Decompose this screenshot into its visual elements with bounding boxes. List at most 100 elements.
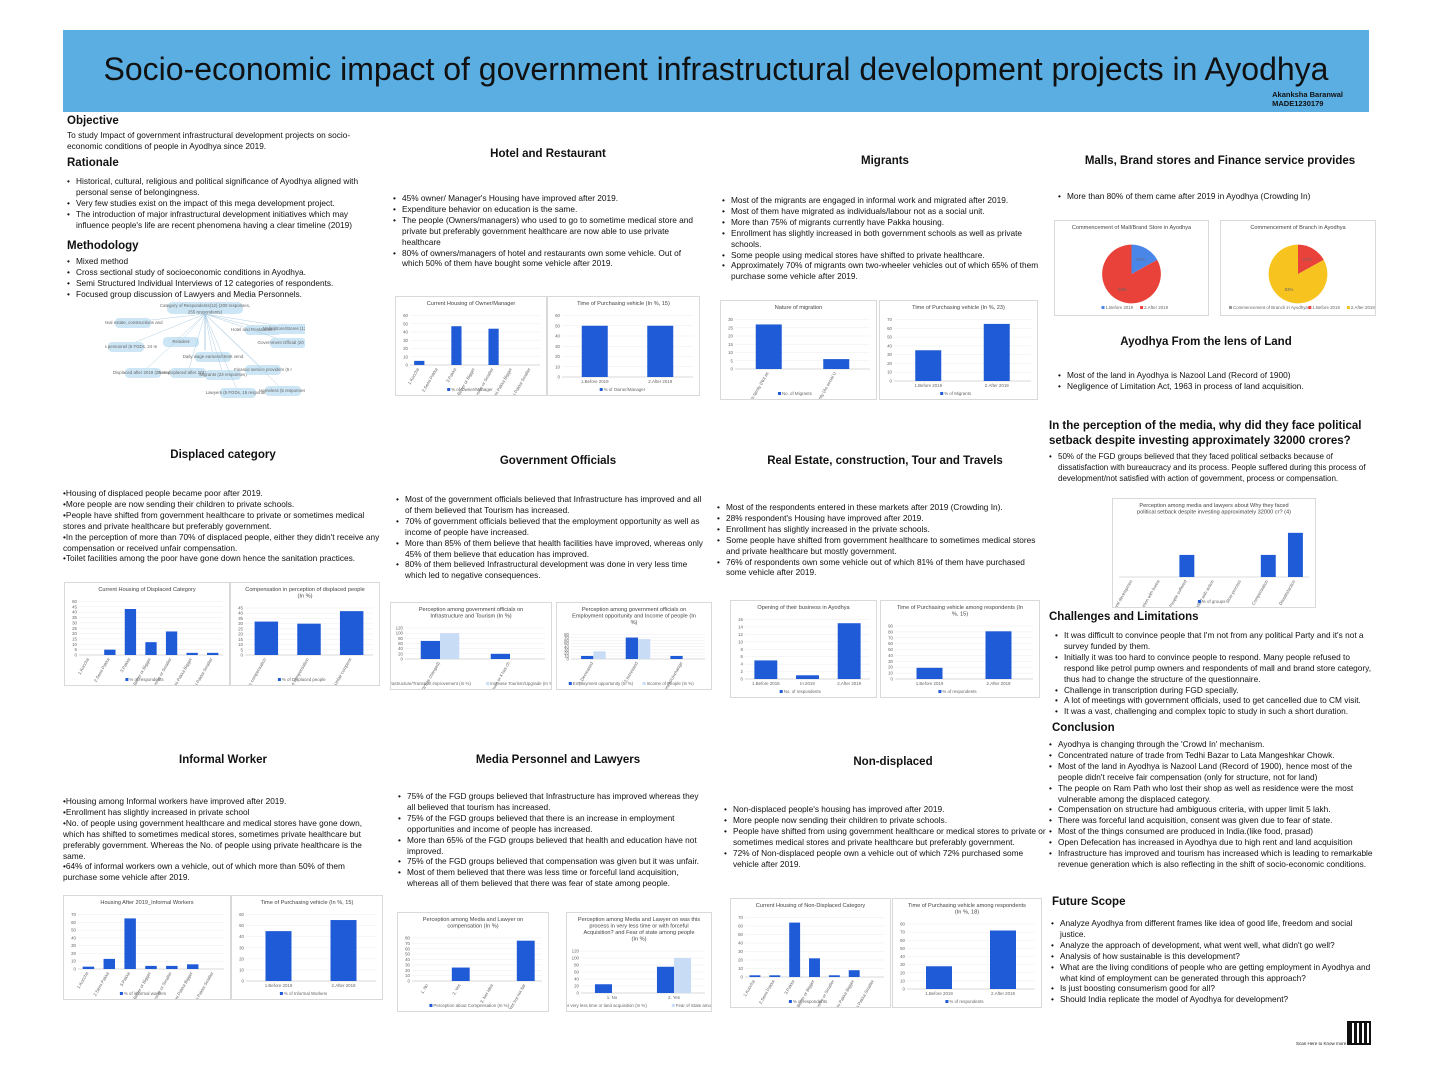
y-tick-label: 0 — [741, 975, 744, 980]
chart-svg: Time of Purchasing vehicle (In %, 23) 0 10… — [887, 305, 1031, 396]
y-tick-label: 90 — [888, 624, 893, 629]
chart-svg: Perception among media and lawyers about… — [1113, 503, 1309, 607]
y-tick-label: 40 — [238, 611, 243, 616]
diagram-node-label: Non-displaced after 2019 (25 r — [158, 370, 218, 375]
y-tick-label: 60 — [888, 641, 893, 646]
y-tick-label: 60 — [403, 313, 408, 318]
list-item: Mixed method — [67, 256, 377, 267]
rationale-heading: Rationale — [67, 157, 119, 169]
y-tick-label: 20 — [574, 984, 579, 989]
diagram-edge — [180, 313, 206, 342]
list-item: What are the living conditions of people… — [1051, 962, 1377, 984]
diagram-edge — [125, 313, 206, 347]
y-tick-label: 40 — [887, 343, 892, 348]
chart-mall-pie: Commencement of Mall/Brand Store in Ayod… — [1054, 220, 1209, 316]
bar — [985, 631, 1012, 679]
x-tick-label: 1.Before 2019 — [914, 383, 942, 388]
list-item: More people now sending their children t… — [724, 815, 1046, 826]
list-item: It was a vast, challenging and complex t… — [1055, 706, 1375, 717]
diagram-node — [270, 338, 306, 348]
y-tick-label: 8 — [741, 647, 744, 652]
chart-nd-vehicle: Time of Purchasing vehicle among respond… — [892, 898, 1042, 1008]
list-item: Compensation on structure had ambiguous … — [1049, 804, 1379, 815]
legend-label: % of respondents — [793, 999, 828, 1004]
bar — [593, 651, 606, 659]
list-item: Concentrated nature of trade from Tedhi … — [1049, 750, 1379, 761]
pie-label: 83% — [1118, 287, 1127, 292]
list-item: The introduction of major infrastructura… — [67, 209, 377, 231]
list-item: Analyze Ayodhya from different frames li… — [1051, 918, 1377, 940]
x-tick-label: 2.After 2019 — [985, 383, 1009, 388]
y-tick-label: 70 — [900, 930, 905, 935]
chart-title: Time of Purchasing vehicle (In %, 15) — [577, 301, 670, 307]
y-tick-label: 50 — [405, 952, 410, 957]
x-tick-label: 2.After 2019 — [648, 379, 672, 384]
poster-title: Socio-economic impact of government infr… — [103, 51, 1329, 87]
y-tick-label: 15 — [72, 636, 77, 641]
list-item: Should India replicate the model of Ayod… — [1051, 994, 1377, 1005]
chart-svg: Current Housing of Owner/Manager 0 10 20 30 4… — [403, 301, 540, 395]
bar — [488, 328, 499, 365]
bar — [749, 975, 761, 977]
bar — [828, 975, 840, 977]
list-item: Most of the government officials believe… — [396, 494, 708, 516]
bar — [124, 918, 136, 969]
y-tick-label: 10 — [555, 364, 560, 369]
chart-title: Time of Purchasing vehicle among respond… — [908, 903, 1026, 916]
legend-label: % of respondents — [949, 999, 984, 1004]
y-tick-label: 0 — [741, 677, 744, 682]
text-line: •64% of informal workers own a vehicle, … — [63, 861, 345, 883]
y-tick-label: 70 — [71, 912, 76, 917]
qr-code[interactable] — [1347, 1021, 1371, 1045]
y-tick-label: 80 — [900, 922, 905, 927]
chart-svg: Time of Purchasing vehicle among respond… — [888, 605, 1033, 694]
list-item: 75% of the FGD groups believed that comp… — [398, 856, 708, 867]
diagram-node-label: Government Official (20 respon — [258, 340, 305, 345]
y-tick-label: 40 — [403, 330, 408, 335]
text-line: •Enrollment has slightly increased in pr… — [63, 806, 250, 817]
list-item: Analyze the approach of development, wha… — [1051, 940, 1377, 951]
malls-heading: Malls, Brand stores and Finance service … — [1084, 155, 1356, 167]
y-tick-label: 50 — [738, 932, 743, 937]
list-item: Approximately 70% of migrants own two-wh… — [722, 260, 1047, 282]
y-tick-label: 20 — [398, 651, 403, 656]
y-tick-label: 80 — [564, 632, 569, 637]
chart-title: Commencement of Mall/Brand Store in Ayod… — [1072, 225, 1192, 231]
y-tick-label: 40 — [564, 644, 569, 649]
x-tick-label: 3.Pakka — [445, 367, 458, 384]
y-tick-label: 5 — [75, 647, 78, 652]
legend-swatch — [119, 992, 123, 995]
diagram-root — [167, 302, 243, 314]
legend-label: Fear of State among People (In %) — [676, 1003, 711, 1008]
y-tick-label: 25 — [728, 325, 733, 330]
y-tick-label: 10 — [405, 973, 410, 978]
y-tick-label: 14 — [738, 624, 743, 629]
bar — [915, 350, 942, 381]
diagram-edge — [204, 313, 289, 343]
y-tick-label: 15 — [238, 637, 243, 642]
chart-title: Opening of their business in Ayodhya — [757, 605, 850, 611]
y-tick-label: 20 — [888, 665, 893, 670]
y-tick-label: 10 — [738, 966, 743, 971]
diagram-node-label: Homeless (5 responses) — [259, 388, 305, 393]
bar — [103, 958, 116, 969]
chart-migrant-vehicle: Time of Purchasing vehicle (In %, 23) 0 10… — [879, 300, 1038, 400]
bar — [451, 967, 470, 981]
y-tick-label: 0 — [891, 677, 894, 682]
y-tick-label: 60 — [71, 920, 76, 925]
y-tick-label: 15 — [728, 342, 733, 347]
y-tick-label: 20 — [238, 632, 243, 637]
bar — [265, 931, 292, 981]
list-item: 75% of the FGD groups believed that ther… — [398, 813, 708, 835]
x-tick-label: 1.Before 2019 — [916, 681, 944, 686]
x-tick-label: Compensation — [1251, 579, 1270, 607]
diagram-node — [163, 337, 199, 347]
legend-label: % of Displaced people — [282, 677, 326, 682]
chart-hotel-vehicle: Time of Purchasing vehicle (In %, 15) 0 10… — [547, 296, 700, 396]
legend-label: Income of People (In %) — [647, 681, 695, 686]
y-tick-label: 120 — [572, 949, 580, 954]
bar — [186, 652, 198, 655]
text-line: •Housing of displaced people became poor… — [63, 488, 263, 498]
x-tick-label: Dissatisfaction — [1278, 579, 1297, 606]
diagram-edge — [204, 313, 284, 391]
